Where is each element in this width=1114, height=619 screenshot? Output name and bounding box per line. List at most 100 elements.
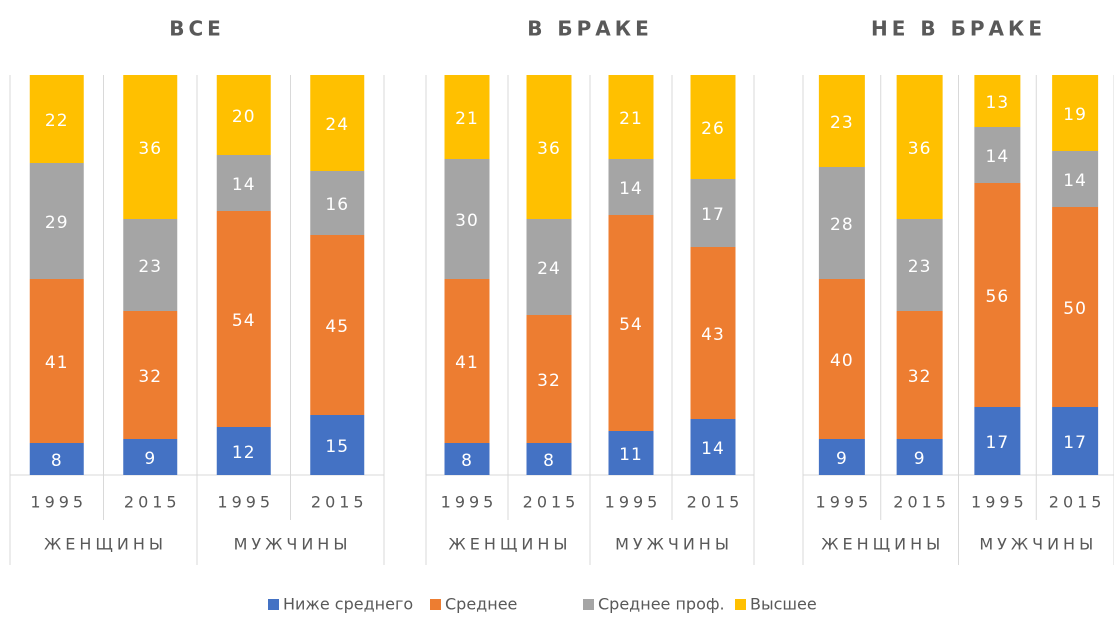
bar-segment <box>216 155 271 211</box>
data-label: 54 <box>619 315 643 335</box>
data-label: 30 <box>455 211 479 231</box>
x-tick-label: 2015 <box>893 493 950 512</box>
bar-segment <box>974 75 1021 127</box>
legend-label: Среднее <box>445 595 517 614</box>
bar-segment <box>974 407 1021 475</box>
legend-label: Высшее <box>750 595 817 614</box>
bar-segment <box>526 443 572 475</box>
data-label: 21 <box>455 109 479 129</box>
legend-label: Ниже среднего <box>283 595 413 614</box>
data-label: 12 <box>232 443 256 463</box>
bar-segment <box>1052 75 1099 151</box>
x-tick-label: 1995 <box>30 493 87 512</box>
x-tick-label: 1995 <box>217 493 274 512</box>
data-label: 13 <box>986 93 1010 113</box>
data-label: 32 <box>138 367 162 387</box>
bar-segment <box>690 247 736 419</box>
data-label: 8 <box>543 451 555 471</box>
data-label: 14 <box>232 175 256 195</box>
bar-segment <box>608 75 654 159</box>
data-label: 41 <box>455 353 479 373</box>
data-label: 9 <box>836 449 848 469</box>
data-label: 43 <box>701 325 725 345</box>
group-label: МУЖЧИНЫ <box>615 535 733 554</box>
data-label: 24 <box>325 115 349 135</box>
bar-segment <box>690 75 736 179</box>
data-label: 23 <box>830 113 854 133</box>
bar-segment <box>29 75 84 163</box>
data-label: 16 <box>325 195 349 215</box>
legend-swatch <box>268 599 279 610</box>
x-tick-label: 2015 <box>687 493 744 512</box>
bar-segment <box>608 159 654 215</box>
bar-segment <box>444 75 490 159</box>
chart-title: НЕ В БРАКЕ <box>871 17 1046 41</box>
x-tick-label: 1995 <box>816 493 873 512</box>
legend-swatch <box>735 599 746 610</box>
data-label: 29 <box>45 213 69 233</box>
data-label: 17 <box>986 433 1010 453</box>
x-tick-label: 1995 <box>605 493 662 512</box>
chart-title: ВСЕ <box>169 17 225 41</box>
x-tick-label: 1995 <box>971 493 1028 512</box>
data-label: 17 <box>1063 433 1087 453</box>
data-label: 9 <box>914 449 926 469</box>
x-tick-label: 2015 <box>311 493 368 512</box>
data-label: 28 <box>830 215 854 235</box>
data-label: 24 <box>537 259 561 279</box>
data-label: 8 <box>461 451 473 471</box>
data-label: 32 <box>908 367 932 387</box>
data-label: 26 <box>701 119 725 139</box>
x-tick-label: 2015 <box>523 493 580 512</box>
bar-segment <box>310 75 365 171</box>
group-label: ЖЕНЩИНЫ <box>44 535 167 554</box>
bar-segment <box>818 279 865 439</box>
bar-segment <box>29 443 84 475</box>
data-label: 56 <box>986 287 1010 307</box>
data-label: 23 <box>908 257 932 277</box>
data-label: 15 <box>325 437 349 457</box>
data-label: 14 <box>1063 171 1087 191</box>
data-label: 14 <box>619 179 643 199</box>
bar-segment <box>310 415 365 475</box>
bar-segment <box>896 75 943 219</box>
legend-swatch <box>430 599 441 610</box>
bar-segment <box>818 439 865 475</box>
bar-segment <box>444 279 490 443</box>
group-label: ЖЕНЩИНЫ <box>449 535 572 554</box>
x-tick-label: 2015 <box>124 493 181 512</box>
x-tick-label: 1995 <box>441 493 498 512</box>
data-label: 50 <box>1063 299 1087 319</box>
bar-segment <box>608 431 654 475</box>
data-label: 22 <box>45 111 69 131</box>
data-label: 36 <box>908 139 932 159</box>
data-label: 36 <box>138 139 162 159</box>
legend-swatch <box>583 599 594 610</box>
data-label: 21 <box>619 109 643 129</box>
bar-segment <box>896 219 943 311</box>
bar-segment <box>526 219 572 315</box>
data-label: 17 <box>701 205 725 225</box>
bar-segment <box>123 219 178 311</box>
bar-segment <box>29 279 84 443</box>
data-label: 19 <box>1063 105 1087 125</box>
bar-segment <box>974 183 1021 407</box>
bar-segment <box>1052 151 1099 207</box>
bar-segment <box>526 75 572 219</box>
data-label: 32 <box>537 371 561 391</box>
group-label: ЖЕНЩИНЫ <box>821 535 944 554</box>
bar-segment <box>123 311 178 439</box>
data-label: 41 <box>45 353 69 373</box>
x-tick-label: 2015 <box>1049 493 1106 512</box>
bar-segment <box>1052 207 1099 407</box>
bar-segment <box>216 427 271 475</box>
data-label: 40 <box>830 351 854 371</box>
data-label: 45 <box>325 317 349 337</box>
bar-segment <box>818 75 865 167</box>
bar-segment <box>216 211 271 427</box>
bar-segment <box>444 159 490 279</box>
group-label: МУЖЧИНЫ <box>234 535 352 554</box>
data-label: 9 <box>144 449 156 469</box>
data-label: 14 <box>986 147 1010 167</box>
data-label: 8 <box>51 451 63 471</box>
